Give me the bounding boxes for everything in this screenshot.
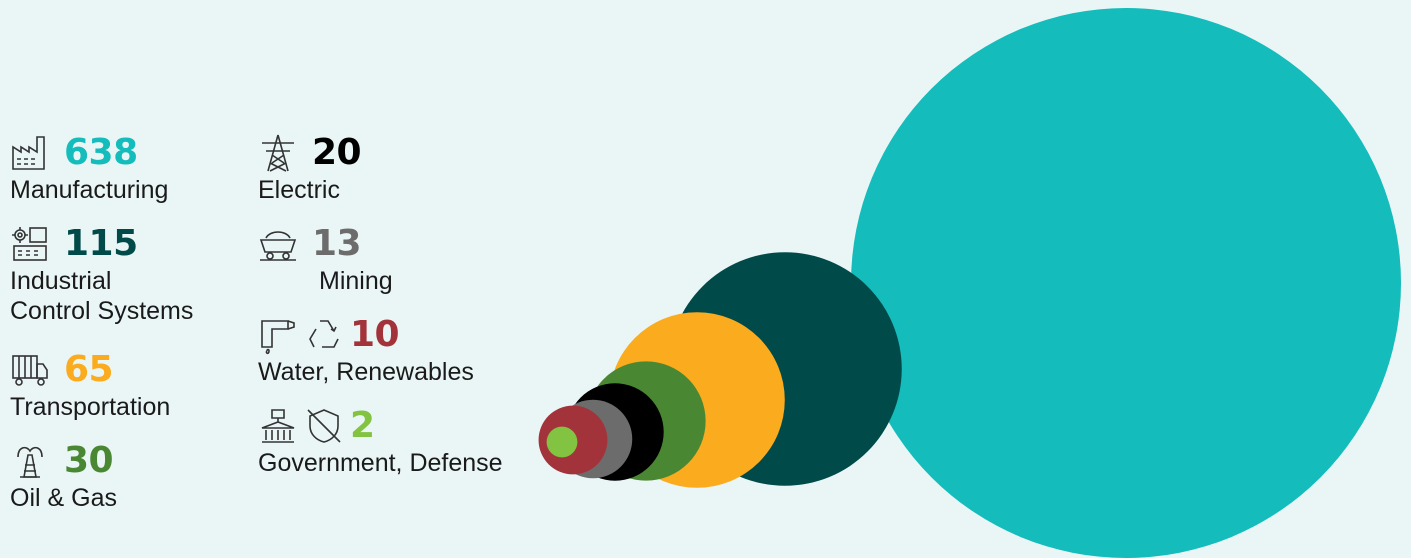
oil-rig-icon xyxy=(10,441,50,481)
mine-cart-icon xyxy=(258,224,298,264)
shield-icon xyxy=(304,406,344,446)
value-government: 2 xyxy=(350,405,375,446)
label-water: Water, Renewables xyxy=(258,358,474,386)
entry-ics: 115 Industrial Control Systems xyxy=(10,222,193,326)
label-mining: Mining xyxy=(319,267,393,295)
control-panel-icon xyxy=(10,224,50,264)
truck-icon xyxy=(10,350,50,390)
power-tower-icon xyxy=(258,133,298,173)
entry-water: 10 Water, Renewables xyxy=(258,313,474,387)
value-mining: 13 xyxy=(312,223,362,264)
value-oil-gas: 30 xyxy=(64,440,114,481)
label-ics-line2: Control Systems xyxy=(10,297,194,325)
entry-mining: 13 Mining xyxy=(258,222,393,296)
government-building-icon xyxy=(258,406,298,446)
value-manufacturing: 638 xyxy=(64,132,138,173)
value-water: 10 xyxy=(350,314,400,355)
entry-government: 2 Government, Defense xyxy=(258,404,503,478)
entry-transportation: 65 Transportation xyxy=(10,348,170,422)
entry-manufacturing: 638 Manufacturing xyxy=(10,131,168,205)
label-government: Government, Defense xyxy=(258,449,503,477)
bubble-manufacturing xyxy=(851,8,1401,558)
label-transportation: Transportation xyxy=(10,393,171,421)
value-ics: 115 xyxy=(64,223,138,264)
label-oil-gas: Oil & Gas xyxy=(10,484,117,512)
factory-icon xyxy=(10,133,50,173)
entry-oil-gas: 30 Oil & Gas xyxy=(10,439,117,513)
bubble-government-defense xyxy=(546,426,578,458)
label-manufacturing: Manufacturing xyxy=(10,176,169,204)
value-electric: 20 xyxy=(312,132,362,173)
entry-electric: 20 Electric xyxy=(258,131,362,205)
label-ics-line1: Industrial xyxy=(10,267,112,295)
faucet-icon xyxy=(258,315,298,355)
value-transportation: 65 xyxy=(64,349,114,390)
label-electric: Electric xyxy=(258,176,340,204)
recycle-icon xyxy=(304,315,344,355)
